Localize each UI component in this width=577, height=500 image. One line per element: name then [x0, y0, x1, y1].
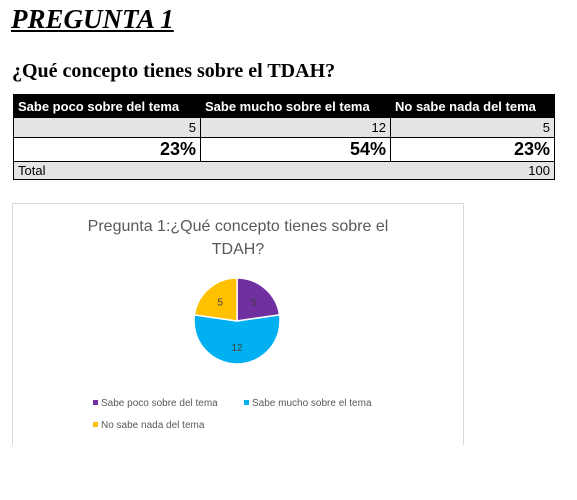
percentage-cell: 23% — [390, 137, 555, 162]
slice-data-label: 5 — [217, 298, 223, 309]
pie-chart: Pregunta 1:¿Qué concepto tienes sobre el… — [88, 218, 389, 431]
counts-row: 5 12 5 — [13, 117, 555, 138]
question-title: ¿Qué concepto tienes sobre el TDAH? — [12, 60, 336, 82]
slice-data-label: 12 — [231, 343, 243, 354]
table-header-row: Sabe poco sobre del tema Sabe mucho sobr… — [13, 94, 555, 118]
results-table: Sabe poco sobre del tema Sabe mucho sobr… — [13, 94, 555, 180]
header-cell: No sabe nada del tema — [390, 94, 555, 118]
total-spacer — [200, 161, 391, 180]
slice-data-label: 5 — [251, 298, 257, 309]
percentages-row: 23% 54% 23% — [13, 137, 555, 162]
total-value: 100 — [390, 161, 555, 180]
percentage-cell: 23% — [13, 137, 201, 162]
total-label: Total — [13, 161, 201, 180]
page-heading: PREGUNTA 1 — [11, 4, 174, 34]
chart-title: TDAH? — [212, 241, 265, 258]
legend-label: No sabe nada del tema — [101, 420, 205, 431]
pie-slice — [193, 314, 281, 365]
pie-chart-frame: Pregunta 1:¿Qué concepto tienes sobre el… — [12, 203, 464, 445]
header-cell: Sabe poco sobre del tema — [13, 94, 201, 118]
legend-swatch — [93, 422, 98, 427]
pie-slice — [236, 277, 281, 322]
pie-slice — [193, 277, 238, 322]
count-cell: 12 — [200, 117, 391, 138]
legend-label: Sabe poco sobre del tema — [101, 398, 218, 409]
header-cell: Sabe mucho sobre el tema — [200, 94, 391, 118]
chart-title: Pregunta 1:¿Qué concepto tienes sobre el — [88, 218, 389, 235]
count-cell: 5 — [390, 117, 555, 138]
legend-swatch — [244, 400, 249, 405]
total-row: Total 100 — [13, 161, 555, 180]
percentage-cell: 54% — [200, 137, 391, 162]
legend-swatch — [93, 400, 98, 405]
legend-label: Sabe mucho sobre el tema — [252, 398, 372, 409]
count-cell: 5 — [13, 117, 201, 138]
